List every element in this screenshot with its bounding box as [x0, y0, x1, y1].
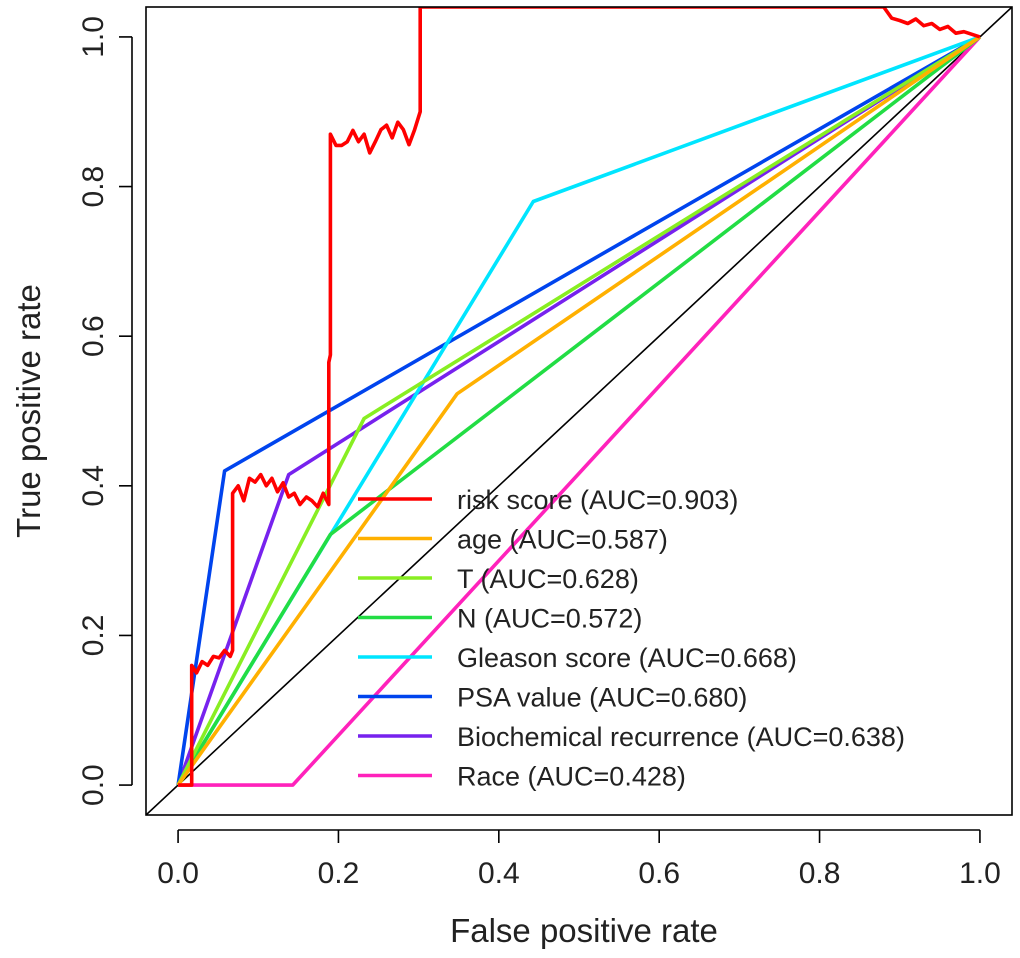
series-line-7 — [178, 35, 982, 787]
legend-label-4: Gleason score (AUC=0.668) — [457, 643, 797, 673]
y-axis-label: True positive rate — [10, 284, 47, 538]
y-tick-label-1: 0.2 — [77, 615, 110, 657]
series-line-0 — [178, 7, 981, 787]
plot-frame — [145, 6, 1013, 816]
x-tick-label-5: 1.0 — [959, 857, 1001, 890]
legend-label-2: T (AUC=0.628) — [457, 564, 639, 594]
y-tick-label-3: 0.6 — [77, 315, 110, 357]
x-axis-label: False positive rate — [450, 912, 718, 949]
x-tick-label-4: 0.8 — [799, 857, 841, 890]
y-tick-label-4: 0.8 — [77, 166, 110, 208]
y-tick-label-5: 1.0 — [77, 16, 110, 58]
legend-label-7: Race (AUC=0.428) — [457, 762, 686, 792]
legend-label-1: age (AUC=0.587) — [457, 525, 668, 555]
reference-diagonal-line — [146, 7, 1012, 815]
legend-label-0: risk score (AUC=0.903) — [457, 485, 738, 515]
legend-label-5: PSA value (AUC=0.680) — [457, 683, 747, 713]
x-tick-label-1: 0.2 — [318, 857, 360, 890]
x-tick-label-2: 0.4 — [478, 857, 520, 890]
y-tick-label-2: 0.4 — [77, 465, 110, 507]
series-line-5 — [176, 35, 981, 786]
series-line-6 — [176, 35, 981, 786]
series-line-3 — [176, 35, 981, 787]
series-line-1 — [176, 35, 981, 787]
y-tick-label-0: 0.0 — [77, 764, 110, 806]
x-tick-label-0: 0.0 — [157, 857, 199, 890]
legend-label-3: N (AUC=0.572) — [457, 604, 642, 634]
x-tick-label-3: 0.6 — [638, 857, 680, 890]
series-line-2 — [176, 35, 981, 786]
legend-label-6: Biochemical recurrence (AUC=0.638) — [457, 722, 905, 752]
